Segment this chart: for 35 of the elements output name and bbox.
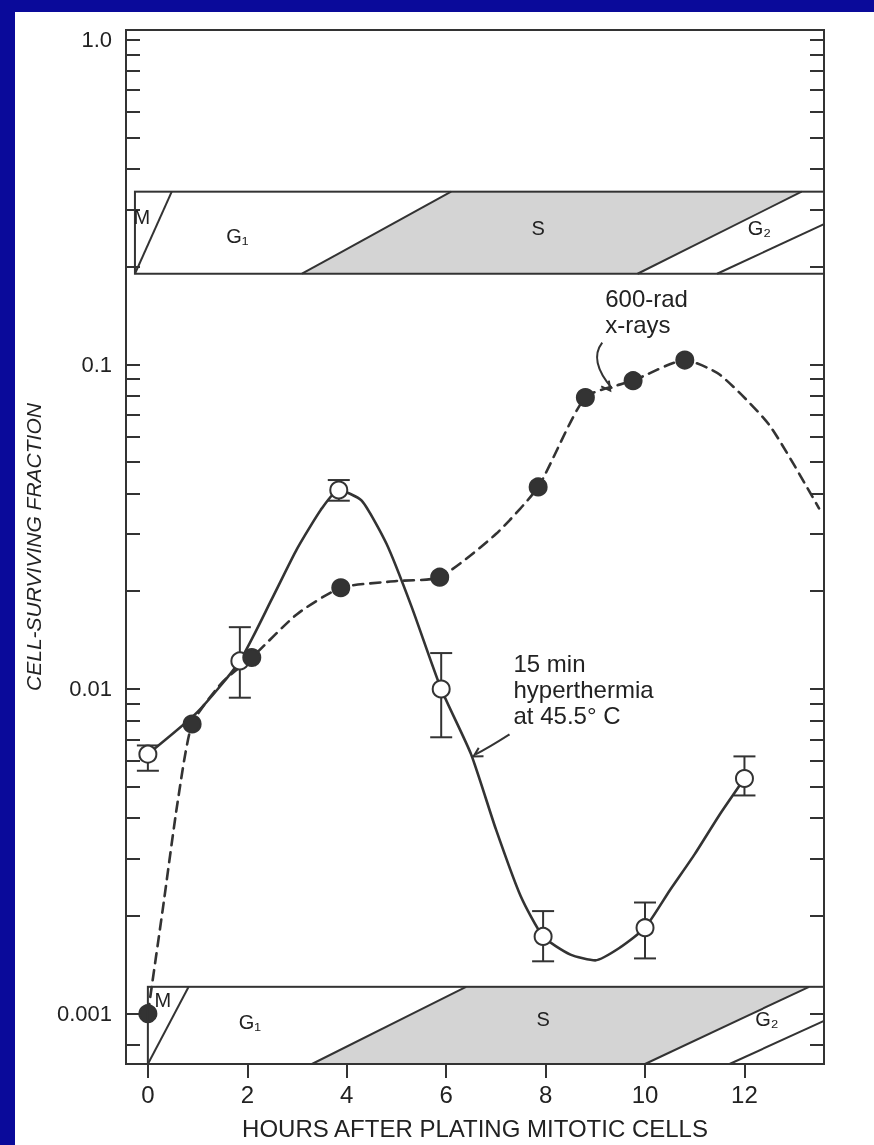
annotation: 15 min hyperthermia at 45.5° C <box>513 650 655 730</box>
point <box>430 567 450 587</box>
x-tick-label: 8 <box>538 1080 553 1108</box>
x-tick-label: 4 <box>340 1080 354 1108</box>
point <box>734 769 754 789</box>
annotation: G₁ <box>238 1011 262 1034</box>
point <box>533 926 553 946</box>
annotation: S <box>531 216 545 239</box>
annotation: 600-rad x-rays <box>605 284 688 338</box>
y-axis-title: CELL-SURVIVING FRACTION <box>22 402 45 691</box>
x-tick-label: 0 <box>141 1080 155 1108</box>
annotation: G₂ <box>747 216 772 239</box>
annotation: M <box>154 988 172 1011</box>
point <box>431 679 451 699</box>
x-tick-label: 10 <box>631 1080 659 1108</box>
point <box>623 371 643 391</box>
x-tick-label: 6 <box>439 1080 453 1108</box>
y-tick-label: 0.001 <box>56 1001 112 1027</box>
annotation: G₁ <box>226 225 249 248</box>
y-tick-label: 0.01 <box>69 676 112 702</box>
point <box>182 714 202 734</box>
x-tick-label: 2 <box>240 1080 254 1108</box>
point <box>675 350 695 370</box>
x-axis-title: HOURS AFTER PLATING MITOTIC CELLS <box>242 1114 708 1142</box>
point <box>138 744 158 764</box>
point <box>528 477 548 497</box>
x-tick-label: 12 <box>731 1080 758 1108</box>
annotation: G₂ <box>755 1008 779 1031</box>
point <box>575 388 595 407</box>
point <box>331 578 351 598</box>
point <box>242 648 262 668</box>
annotation: S <box>536 1008 550 1031</box>
y-tick-label: 0.1 <box>81 351 112 377</box>
y-tick-label: 1.0 <box>81 27 112 53</box>
point <box>635 918 655 938</box>
